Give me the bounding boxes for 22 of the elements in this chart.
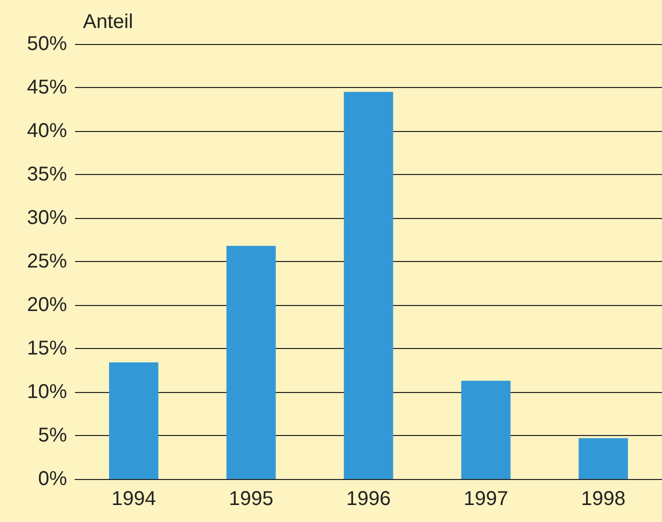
bar (226, 246, 276, 479)
bar (109, 362, 158, 479)
y-tick-label: 30% (26, 207, 68, 229)
bar (461, 380, 511, 479)
y-tick-label: 10% (26, 381, 68, 403)
x-tick-label: 1997 (464, 488, 508, 510)
y-tick-label: 50% (26, 33, 68, 55)
bar (344, 92, 394, 479)
y-tick-label: 45% (26, 76, 68, 98)
y-tick-label: 15% (26, 338, 68, 360)
y-tick-label: 40% (26, 120, 68, 142)
x-tick-label: 1996 (346, 488, 391, 510)
x-tick-label: 1998 (581, 488, 626, 510)
y-tick-label: 35% (26, 164, 68, 186)
y-tick-label: 25% (26, 250, 68, 272)
bar (578, 438, 628, 479)
y-axis-title: Anteil (83, 11, 134, 33)
y-tick-label: 20% (26, 294, 68, 316)
x-tick-label: 1995 (228, 488, 274, 510)
x-tick-label: 1994 (111, 488, 156, 510)
y-tick-label: 0% (38, 468, 68, 490)
y-tick-label: 5% (38, 424, 68, 446)
